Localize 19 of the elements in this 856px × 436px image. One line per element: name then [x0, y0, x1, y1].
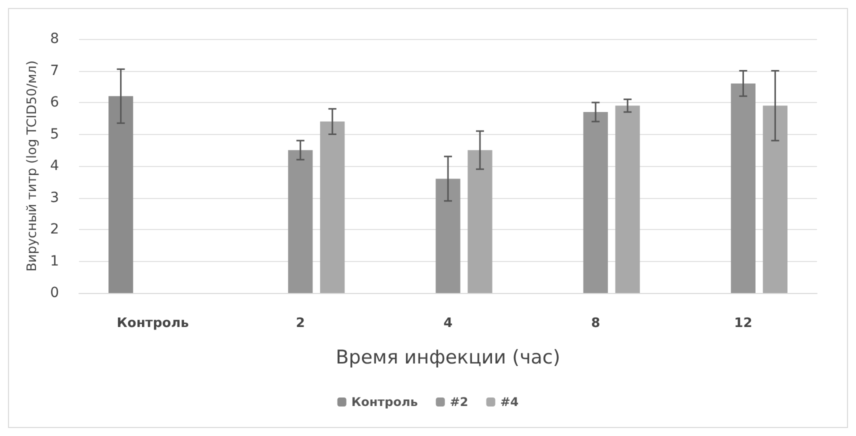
- y-tick-label: 8: [50, 31, 59, 47]
- legend-label: #2: [450, 395, 468, 409]
- x-tick-label: 4: [443, 316, 453, 331]
- legend-label: #4: [500, 395, 519, 409]
- y-axis-title: Вирусный титр (log TCID50/мл): [25, 60, 40, 272]
- x-tick-label: Контроль: [116, 316, 189, 331]
- y-tick-label: 1: [50, 253, 59, 270]
- y-tick-label: 6: [50, 94, 60, 110]
- x-tick-label: 8: [591, 316, 600, 331]
- legend-label: Контроль: [351, 395, 418, 409]
- y-tick-label: 0: [50, 285, 59, 301]
- y-tick-label: 3: [50, 190, 59, 206]
- x-axis-title: Время инфекции (час): [336, 346, 560, 368]
- y-tick-label: 4: [50, 158, 60, 174]
- x-tick-label: 2: [296, 316, 305, 331]
- y-tick-label: 7: [50, 62, 59, 79]
- x-tick-label: 12: [734, 316, 752, 331]
- y-tick-label: 2: [50, 222, 59, 238]
- y-tick-label: 5: [50, 126, 59, 142]
